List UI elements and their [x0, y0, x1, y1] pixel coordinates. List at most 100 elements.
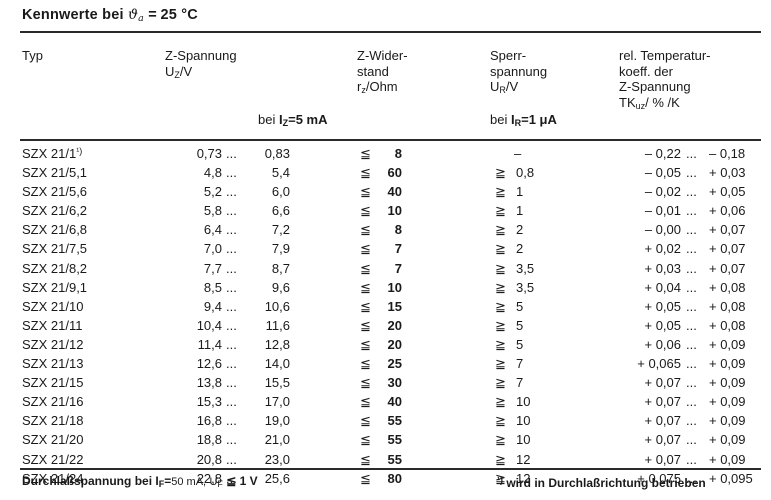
- cell-dynamic-resistance: 30: [387, 375, 402, 391]
- range-ellipsis: ...: [686, 375, 697, 391]
- cell-zener-voltage-min: 18,8: [196, 432, 222, 448]
- range-ellipsis: ...: [686, 203, 697, 219]
- range-ellipsis: ...: [226, 394, 237, 410]
- footer-footnote-1: ¹) wird in Durchlaßrichtung betrieben: [497, 475, 706, 490]
- operator-greater-equal: ≧: [495, 298, 506, 314]
- operator-less-equal: ≦: [360, 279, 371, 295]
- cell-reverse-voltage: 7: [516, 356, 524, 372]
- table-row: SZX 21/13 12,6... 14,0 ≦ 25 ≧ 7 + 0,065... + 0,0…: [0, 356, 771, 375]
- range-ellipsis: ...: [226, 375, 237, 391]
- range-ellipsis: ...: [226, 432, 237, 448]
- cell-dynamic-resistance: 15: [387, 298, 402, 314]
- cell-dynamic-resistance: 55: [387, 432, 402, 448]
- cell-temp-coefficient-max: + 0,08: [709, 317, 746, 333]
- cell-reverse-voltage: 5: [516, 317, 524, 333]
- cell-zener-voltage-max: 21,0: [264, 432, 290, 448]
- range-ellipsis: ...: [686, 146, 697, 161]
- cell-temp-coefficient-min: – 0,22: [644, 146, 681, 161]
- table-row: SZX 21/22 20,8... 23,0 ≦ 55 ≧ 12 + 0,07... + 0,0…: [0, 452, 771, 471]
- cell-dynamic-resistance: 20: [387, 317, 402, 333]
- cell-zener-voltage-min: 5,8: [203, 203, 222, 219]
- cell-reverse-voltage: 10: [516, 432, 531, 448]
- cell-type-designation: SZX 21/7,5: [22, 241, 88, 257]
- condition-reverse-current-ir: bei IR=1 μA: [490, 112, 557, 128]
- cell-temp-coefficient-max: + 0,07: [709, 260, 746, 276]
- header-top-rule: [20, 31, 761, 33]
- cell-temp-coefficient-max: – 0,18: [709, 146, 746, 161]
- cell-temp-coefficient-min: + 0,07: [644, 413, 681, 429]
- cell-temp-coefficient-min: – 0,01: [644, 203, 681, 219]
- range-ellipsis: ...: [686, 279, 697, 295]
- operator-less-equal: ≦: [360, 336, 371, 352]
- table-row: SZX 21/15 13,8... 15,5 ≦ 30 ≧ 7 + 0,07... + 0,09: [0, 375, 771, 394]
- cell-type-designation: SZX 21/6,8: [22, 222, 88, 238]
- ambient-temperature-symbol: ϑa: [127, 7, 145, 24]
- cell-temp-coefficient-max: + 0,05: [709, 184, 746, 200]
- cell-dynamic-resistance: 20: [387, 336, 402, 352]
- range-ellipsis: ...: [226, 336, 237, 352]
- table-header: Typ Z-Spannung UZ/V Z-Wider- stand rz/Oh…: [0, 40, 771, 136]
- range-ellipsis: ...: [686, 432, 697, 448]
- cell-temp-coefficient-max: + 0,09: [709, 394, 746, 410]
- range-ellipsis: ...: [686, 470, 697, 486]
- range-ellipsis: ...: [226, 203, 237, 219]
- cell-reverse-voltage: 12: [516, 451, 531, 467]
- operator-greater-equal: ≧: [495, 317, 506, 333]
- range-ellipsis: ...: [686, 184, 697, 200]
- cell-zener-voltage-max: 6,0: [271, 184, 290, 200]
- cell-dynamic-resistance: 7: [394, 260, 402, 276]
- cell-zener-voltage-min: 7,7: [203, 260, 222, 276]
- operator-less-equal: ≦: [360, 146, 371, 161]
- operator-greater-equal: ≧: [495, 241, 506, 257]
- operator-less-equal: ≦: [360, 317, 371, 333]
- cell-type-designation: SZX 21/13: [22, 356, 84, 372]
- cell-temp-coefficient-min: + 0,07: [644, 394, 681, 410]
- range-ellipsis: ...: [226, 146, 237, 161]
- cell-temp-coefficient-max: + 0,09: [709, 432, 746, 448]
- range-ellipsis: ...: [226, 184, 237, 200]
- operator-greater-equal: ≧: [495, 260, 506, 276]
- range-ellipsis: ...: [226, 356, 237, 372]
- cell-reverse-voltage: 7: [516, 375, 524, 391]
- range-ellipsis: ...: [686, 317, 697, 333]
- cell-dynamic-resistance: 60: [387, 165, 402, 181]
- operator-less-equal: ≦: [360, 413, 371, 429]
- range-ellipsis: ...: [226, 317, 237, 333]
- operator-greater-equal: ≧: [495, 356, 506, 372]
- cell-zener-voltage-min: 22,8: [196, 470, 222, 486]
- cell-temp-coefficient-max: + 0,07: [709, 222, 746, 238]
- operator-greater-equal: ≧: [495, 375, 506, 391]
- cell-type-designation: SZX 21/24: [22, 470, 84, 486]
- cell-reverse-voltage: 10: [516, 413, 531, 429]
- cell-temp-coefficient-max: + 0,07: [709, 241, 746, 257]
- cell-reverse-voltage: 12: [516, 470, 531, 486]
- operator-greater-equal: ≧: [495, 394, 506, 410]
- operator-greater-equal: ≧: [495, 203, 506, 219]
- range-ellipsis: ...: [226, 241, 237, 257]
- cell-zener-voltage-min: 7,0: [203, 241, 222, 257]
- cell-dynamic-resistance: 25: [387, 356, 402, 372]
- table-row: SZX 21/10 9,4... 10,6 ≦ 15 ≧ 5 + 0,05... + 0,08: [0, 299, 771, 318]
- cell-temp-coefficient-min: + 0,07: [644, 375, 681, 391]
- cell-zener-voltage-max: 7,2: [271, 222, 290, 238]
- range-ellipsis: ...: [226, 165, 237, 181]
- column-header-temperaturkoeffizient: rel. Temperatur- koeff. der Z-Spannung T…: [619, 48, 711, 111]
- cell-dynamic-resistance: 80: [387, 470, 402, 486]
- cell-type-designation: SZX 21/15: [22, 375, 84, 391]
- table-row: SZX 21/1¹) 0,73... 0,83 ≦ 8 – – 0,22... – 0,18: [0, 146, 771, 165]
- table-row: SZX 21/24 22,8... 25,6 ≦ 80 ≧ 12 + 0,075... + 0,…: [0, 471, 771, 490]
- cell-zener-voltage-max: 14,0: [264, 356, 290, 372]
- cell-temp-coefficient-min: + 0,03: [644, 260, 681, 276]
- range-ellipsis: ...: [226, 222, 237, 238]
- cell-zener-voltage-min: 20,8: [196, 451, 222, 467]
- cell-zener-voltage-max: 25,6: [264, 470, 290, 486]
- table-row: SZX 21/16 15,3... 17,0 ≦ 40 ≧ 10 + 0,07... + 0,0…: [0, 394, 771, 413]
- range-ellipsis: ...: [686, 356, 697, 372]
- cell-temp-coefficient-max: + 0,09: [709, 356, 746, 372]
- cell-reverse-voltage: 1: [516, 184, 524, 200]
- cell-dynamic-resistance: 7: [394, 241, 402, 257]
- cell-type-designation: SZX 21/5,1: [22, 165, 88, 181]
- cell-temp-coefficient-min: + 0,05: [644, 298, 681, 314]
- footnote-marker: ¹): [76, 146, 83, 156]
- table-row: SZX 21/18 16,8... 19,0 ≦ 55 ≧ 10 + 0,07... + 0,0…: [0, 413, 771, 432]
